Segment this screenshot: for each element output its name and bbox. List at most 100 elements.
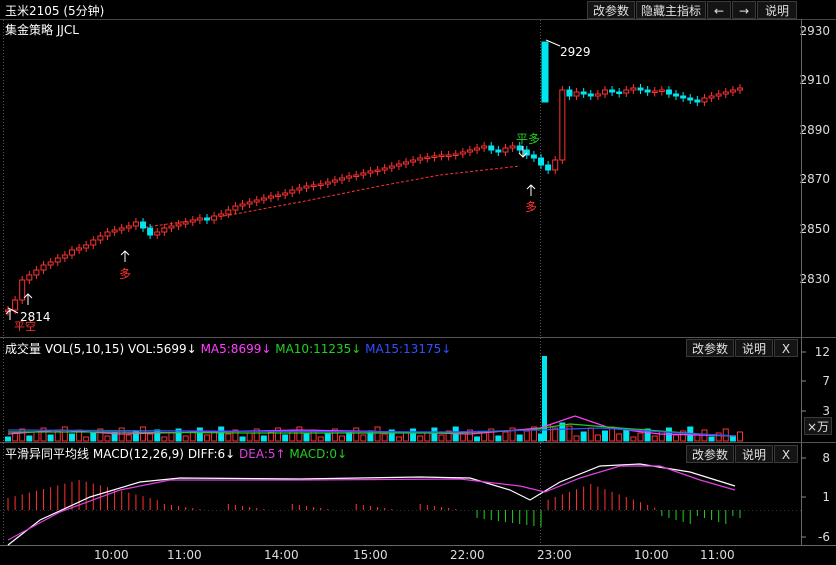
candle-body	[90, 239, 97, 246]
volume-bar	[580, 431, 587, 442]
volume-params: VOL(5,10,15)	[44, 342, 125, 356]
macd-tick: 8	[822, 451, 830, 465]
volume-edit-params-button[interactable]: 改参数	[686, 339, 734, 357]
volume-bar	[147, 433, 154, 442]
macd-help-button[interactable]: 说明	[735, 445, 773, 463]
time-tick: 10:00	[634, 548, 669, 562]
candle-body	[175, 223, 182, 227]
candle-body	[289, 189, 296, 194]
ma10-value: MA10:11235↓	[275, 342, 362, 356]
candle-body	[452, 153, 459, 156]
price-tick: 2850	[799, 222, 830, 236]
candle-body	[182, 221, 189, 225]
candle-body	[367, 170, 374, 174]
volume-bar	[417, 435, 424, 442]
volume-bar	[651, 435, 658, 442]
time-tick: 11:00	[167, 548, 202, 562]
help-button[interactable]: 说明	[757, 1, 797, 19]
volume-bar	[196, 427, 203, 442]
edit-params-button[interactable]: 改参数	[587, 1, 635, 19]
candle-body	[317, 183, 324, 186]
volume-bar	[225, 433, 232, 442]
volume-bar	[360, 434, 367, 442]
volume-bar	[715, 432, 722, 442]
volume-bar	[246, 432, 253, 442]
price-tick: 2830	[799, 272, 830, 286]
volume-bar	[566, 425, 573, 442]
low-price-label: 2814	[20, 310, 51, 324]
scroll-left-button[interactable]: ←	[707, 1, 731, 19]
volume-bar	[459, 433, 466, 442]
ma15-value: MA15:13175↓	[365, 342, 452, 356]
volume-bar	[680, 430, 687, 442]
volume-bar	[509, 427, 516, 442]
candle-body	[644, 89, 651, 93]
volume-bar	[353, 427, 360, 442]
candle-body	[687, 97, 694, 101]
strategy-label: 集金策略 JJCL	[5, 23, 79, 37]
candle-body	[509, 145, 516, 149]
macd-tick: -6	[818, 530, 830, 544]
volume-bar	[644, 428, 651, 442]
macd-edit-params-button[interactable]: 改参数	[686, 445, 734, 463]
macd-close-button[interactable]: X	[774, 445, 798, 463]
volume-bar	[573, 435, 580, 442]
candle-body	[523, 149, 530, 156]
volume-tick: 3	[822, 404, 830, 418]
volume-bar	[68, 433, 75, 442]
volume-bar	[552, 427, 559, 442]
candle-body	[68, 249, 75, 256]
hide-main-indicator-button[interactable]: 隐藏主指标	[636, 1, 706, 19]
price-tick: 2890	[799, 123, 830, 137]
candle-body	[381, 167, 388, 171]
volume-close-button[interactable]: X	[774, 339, 798, 357]
time-tick: 15:00	[353, 548, 388, 562]
candle-body	[545, 164, 552, 171]
candle-body	[19, 279, 26, 301]
candle-body	[260, 197, 267, 201]
candle-body	[267, 195, 274, 199]
scroll-right-button[interactable]: →	[732, 1, 756, 19]
candle-body	[541, 41, 549, 103]
candle-body	[438, 154, 445, 157]
candle-body	[694, 99, 701, 103]
volume-bar	[104, 435, 111, 442]
candle-body	[296, 187, 303, 191]
macd-value: MACD:0↓	[289, 447, 348, 461]
candle-body	[573, 91, 580, 97]
candle-body	[601, 89, 608, 95]
candle-body	[374, 169, 381, 172]
volume-bar	[402, 432, 409, 442]
volume-bar	[374, 426, 381, 442]
candle-body	[140, 221, 147, 229]
candle-body	[594, 93, 601, 97]
volume-bar	[267, 431, 274, 442]
volume-bar	[189, 431, 196, 442]
volume-bar	[616, 433, 623, 442]
candle-body	[168, 225, 175, 229]
volume-bar	[431, 427, 438, 442]
volume-help-button[interactable]: 说明	[735, 339, 773, 357]
candle-body	[481, 145, 488, 149]
volume-bar	[47, 434, 54, 442]
volume-bar	[438, 434, 445, 442]
volume-bar	[232, 429, 239, 442]
candle-body	[424, 156, 431, 159]
volume-bar	[339, 435, 346, 442]
candle-body	[275, 194, 282, 197]
time-tick: 22:00	[450, 548, 485, 562]
volume-bar	[282, 434, 289, 442]
volume-bar	[61, 426, 68, 442]
dea-value: DEA:5↑	[239, 447, 286, 461]
candle-body	[715, 93, 722, 97]
candle-body	[253, 199, 260, 203]
candle-body	[40, 264, 47, 271]
volume-bar	[97, 428, 104, 442]
volume-bar	[182, 435, 189, 442]
volume-bar	[253, 428, 260, 442]
candle-body	[161, 227, 168, 233]
volume-bar	[516, 434, 523, 442]
volume-bar	[673, 434, 680, 442]
candle-body	[495, 149, 502, 153]
